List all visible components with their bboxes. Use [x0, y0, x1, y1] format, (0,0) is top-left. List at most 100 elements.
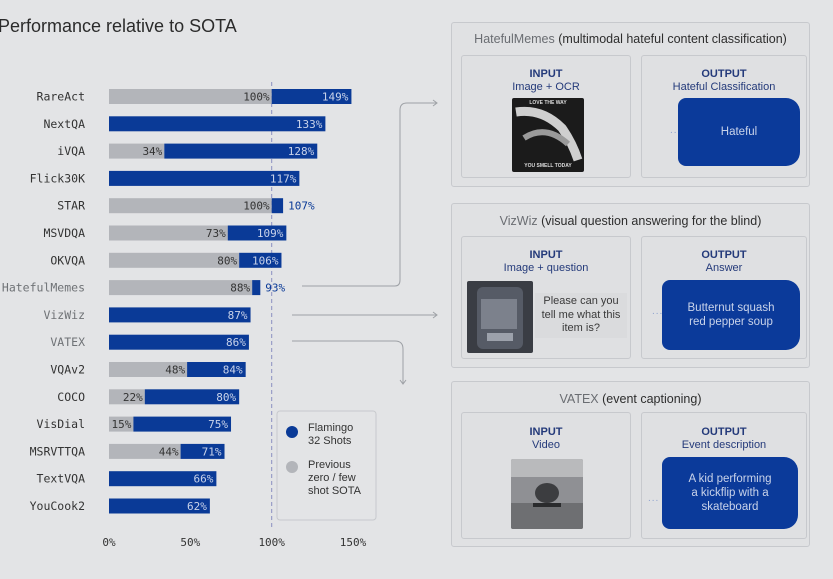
meme-figure [515, 106, 583, 162]
value-label-flamingo: 62% [187, 500, 207, 513]
bar-flamingo [180, 443, 225, 459]
connector-arrow [432, 311, 438, 319]
category-label: HatefulMemes [2, 281, 85, 295]
panel-name: VizWiz [499, 214, 538, 228]
bar-group: RareAct 100% 149% NextQA 133% iVQA 34% 128% Flic… [2, 82, 352, 527]
legend-label-flamingo: Flamingo 32 Shots [308, 422, 353, 447]
input-head: INPUT [529, 249, 563, 261]
output-bubble: Hateful [678, 98, 800, 166]
panel-desc: (visual question answering for the blind… [541, 214, 762, 228]
category-label: STAR [57, 199, 85, 213]
category-label: OKVQA [50, 253, 85, 267]
bar-flamingo [227, 225, 287, 241]
ellipsis: ... [652, 306, 664, 317]
connector-line [302, 102, 437, 287]
bar-flamingo [109, 307, 251, 323]
value-label-flamingo: 84% [223, 364, 243, 377]
meme-top-text: LOVE THE WAY [529, 100, 567, 106]
connector-lines [292, 99, 438, 385]
bar-flamingo [252, 280, 261, 296]
category-label: RareAct [37, 90, 85, 104]
panel-title: HatefulMemes (multimodal hateful content… [452, 32, 809, 46]
value-label-flamingo: 109% [257, 227, 284, 240]
category-label: COCO [57, 390, 85, 404]
connector-arrow [399, 379, 407, 385]
value-label-sota: 44% [159, 445, 179, 458]
value-label-sota: 100% [243, 91, 270, 104]
meme-bottom-text: YOU SMELL TODAY [524, 163, 572, 169]
value-label-flamingo: 75% [208, 418, 228, 431]
category-label: Flick30K [30, 171, 85, 185]
input-image [467, 281, 533, 353]
x-tick-label: 100% [258, 536, 285, 549]
category-label: VisDial [37, 417, 85, 431]
value-label-flamingo: 86% [226, 336, 246, 349]
value-label-sota: 88% [230, 282, 250, 295]
value-label-flamingo: 133% [296, 118, 323, 131]
input-sub: Video [532, 439, 560, 451]
value-label-flamingo: 71% [202, 445, 222, 458]
bar-sota [109, 89, 272, 104]
value-label-flamingo: 66% [194, 473, 214, 486]
bar-sota [109, 362, 188, 377]
output-sub: Answer [705, 262, 743, 274]
category-label: VQAv2 [50, 363, 85, 377]
meme-image: LOVE THE WAY YOU SMELL TODAY [512, 98, 584, 172]
ellipsis: ... [670, 125, 682, 136]
bar-flamingo [109, 116, 326, 132]
category-label: iVQA [57, 144, 85, 158]
legend-marker-flamingo [286, 426, 298, 438]
output-sub: Hateful Classification [672, 81, 776, 93]
x-axis: 0% 50% 100% 150% [102, 536, 366, 549]
output-head: OUTPUT [701, 68, 747, 80]
input-head: INPUT [529, 68, 563, 80]
bar-sota [109, 198, 272, 214]
legend-marker-sota [286, 461, 298, 473]
bar-flamingo [144, 389, 240, 405]
value-label-flamingo: 87% [228, 309, 248, 322]
bar-flamingo [164, 143, 318, 159]
output-head: OUTPUT [701, 249, 747, 261]
bar-flamingo [109, 498, 210, 514]
category-label: TextVQA [37, 472, 86, 486]
x-tick-label: 50% [180, 536, 200, 549]
output-bubble: A kid performing a kickflip with a skate… [662, 457, 798, 529]
panel-hatefulmemes: HatefulMemes (multimodal hateful content… [451, 22, 810, 187]
value-label-flamingo: 80% [216, 391, 236, 404]
category-label: NextQA [43, 117, 85, 131]
bar-sota [109, 389, 145, 405]
panel-vatex: VATEX (event captioning) INPUT Video OUT… [451, 381, 810, 547]
panel-title: VATEX (event captioning) [452, 392, 809, 406]
output-sub: Event description [681, 439, 767, 451]
output-head: OUTPUT [701, 426, 747, 438]
bar-flamingo [109, 471, 217, 487]
input-sub: Image + OCR [512, 81, 580, 93]
bar-flamingo [239, 252, 282, 268]
bar-flamingo [109, 170, 300, 186]
legend-label-sota: Previous zero / few shot SOTA [308, 459, 362, 497]
value-label-flamingo: 106% [252, 254, 279, 267]
skater-figure [511, 459, 583, 529]
bar-sota [109, 225, 228, 241]
legend: Flamingo 32 Shots Previous zero / few shot S… [276, 410, 377, 521]
value-label-sota: 48% [165, 364, 185, 377]
output-box: OUTPUT Event description ... A kid perfo… [641, 412, 807, 539]
input-box: INPUT Image + question Please can you te… [461, 236, 631, 359]
panel-vizwiz: VizWiz (visual question answering for th… [451, 203, 810, 368]
value-label-sota: 22% [123, 391, 143, 404]
category-label: MSVDQA [43, 226, 85, 240]
x-tick-label: 0% [102, 536, 116, 549]
x-tick-label: 150% [340, 536, 367, 549]
input-box: INPUT Image + OCR LOVE THE WAY YOU SMELL… [461, 55, 631, 178]
value-label-sota: 34% [142, 145, 162, 158]
panel-desc: (event captioning) [602, 392, 702, 406]
connector-line [292, 340, 404, 384]
ellipsis: ... [648, 493, 660, 504]
output-box: OUTPUT Answer ... Butternut squash red p… [641, 236, 807, 359]
bar-flamingo [133, 416, 232, 432]
panel-name: VATEX [559, 392, 599, 406]
value-label-flamingo: 128% [288, 145, 315, 158]
category-label: VizWiz [43, 308, 85, 322]
bar-sota [109, 252, 240, 268]
